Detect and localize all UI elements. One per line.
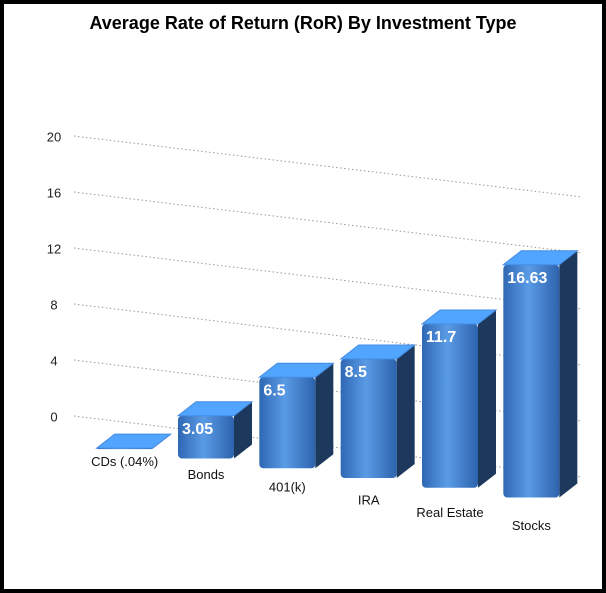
x-tick-label: Stocks [512, 518, 552, 533]
bar [501, 250, 579, 498]
bar [420, 309, 498, 488]
x-tick-label: 401(k) [269, 480, 306, 495]
y-tick-label: 4 [50, 353, 57, 368]
bar-side [559, 250, 578, 498]
grid-line [73, 247, 583, 310]
chart: Average Rate of Return (RoR) By Investme… [47, 13, 583, 533]
x-tick-label: CDs (.04%) [91, 454, 158, 469]
bar-top [176, 401, 254, 417]
bar-front [503, 264, 560, 498]
value-label: 11.7 [426, 329, 456, 346]
grid-line [73, 135, 583, 198]
bar-side [478, 309, 496, 488]
bar-side [234, 401, 252, 459]
bar-top [501, 250, 579, 266]
value-label: 3.05 [182, 421, 213, 438]
grid-line [73, 415, 583, 478]
grid-line [73, 303, 583, 366]
x-tick-label: IRA [358, 492, 380, 507]
chart-title: Average Rate of Return (RoR) By Investme… [89, 13, 516, 33]
bar-front [259, 377, 316, 469]
bar-side [396, 345, 415, 478]
bar-front [340, 359, 397, 478]
y-tick-label: 20 [47, 129, 61, 144]
bar-top [339, 344, 417, 360]
value-label: 6.5 [263, 382, 285, 399]
bar-top [95, 433, 173, 449]
bar [176, 401, 254, 459]
value-label: 8.5 [345, 364, 367, 381]
grid-line [73, 359, 583, 422]
x-tick-label: Bonds [188, 467, 225, 482]
bar [95, 433, 173, 450]
bar-front [422, 323, 478, 488]
bar [257, 362, 335, 469]
y-tick-label: 16 [47, 185, 61, 200]
value-label: 16.63 [507, 270, 547, 287]
y-tick-label: 8 [50, 297, 57, 312]
y-tick-label: 0 [50, 409, 57, 424]
grid-line [73, 191, 583, 254]
bar [339, 344, 417, 478]
bar-top [420, 309, 498, 325]
value-label: 0.04 [101, 453, 132, 470]
bar-side [315, 363, 334, 469]
x-tick-label: Real Estate [416, 505, 483, 520]
bar-top [257, 362, 335, 378]
y-tick-label: 12 [47, 241, 61, 256]
bar-front [178, 415, 234, 459]
